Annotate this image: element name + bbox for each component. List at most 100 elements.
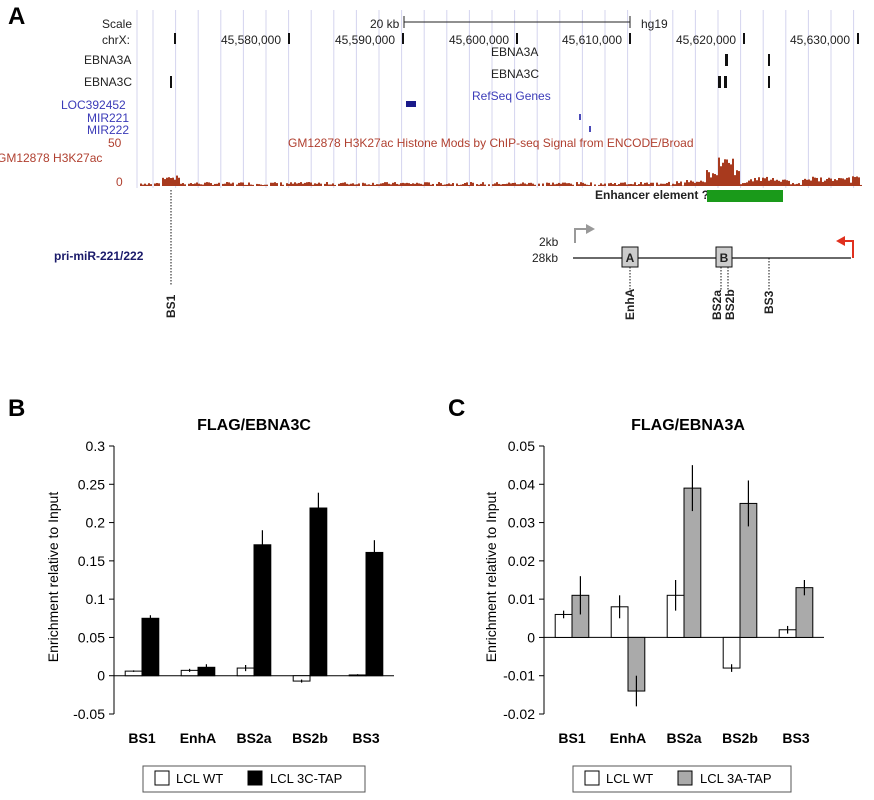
- signal-bar: [316, 183, 318, 186]
- signal-bar: [398, 184, 400, 186]
- signal-bar: [258, 184, 260, 186]
- signal-bar: [386, 182, 388, 186]
- signal-bar: [412, 183, 414, 186]
- signal-bar: [390, 184, 392, 186]
- chrom-position-tick: [288, 33, 290, 44]
- signal-bar: [850, 182, 852, 186]
- chrom-position-label: 45,610,000: [562, 33, 622, 47]
- signal-bar: [180, 183, 182, 186]
- signal-bar: [738, 171, 740, 186]
- signal-bar: [206, 182, 208, 186]
- signal-bar: [480, 183, 482, 186]
- signal-bar: [422, 184, 424, 186]
- signal-bar: [782, 179, 784, 186]
- signal-bar: [212, 184, 214, 186]
- chart-c-category-label: BS3: [782, 730, 809, 746]
- legend-b-tap-swatch: [247, 770, 263, 786]
- signal-bar: [406, 182, 408, 186]
- signal-bar: [356, 184, 358, 186]
- mir221-feature: [579, 114, 581, 120]
- signal-bar: [140, 183, 142, 186]
- signal-bar: [456, 183, 458, 186]
- signal-bar: [700, 180, 702, 186]
- signal-bar: [542, 183, 544, 186]
- signal-bar: [638, 184, 640, 186]
- signal-bar: [746, 182, 748, 186]
- enhancer-label: Enhancer element ?: [595, 188, 709, 202]
- signal-bar: [804, 178, 806, 186]
- chrom-label: chrX:: [102, 33, 130, 47]
- panel-a: A Scale 20 kb hg19 chrX: 45,580,000 45,59…: [0, 3, 862, 320]
- signal-bar: [806, 179, 808, 186]
- signal-bar: [374, 184, 376, 186]
- signal-bar: [686, 180, 688, 186]
- signal-bar: [802, 179, 804, 186]
- signal-bar: [626, 184, 628, 186]
- signal-bar: [718, 157, 720, 186]
- legend-b-tap-label: LCL 3C-TAP: [270, 771, 342, 786]
- loc392452-feature: [406, 101, 416, 107]
- signal-bar: [334, 184, 336, 186]
- signal-bar: [274, 182, 276, 186]
- signal-bar: [830, 178, 832, 186]
- signal-bar: [366, 184, 368, 186]
- signal-bar: [142, 184, 144, 186]
- signal-bar: [380, 183, 382, 186]
- legend-b-wt-label: LCL WT: [176, 771, 223, 786]
- signal-bar: [844, 179, 846, 186]
- signal-bar: [648, 184, 650, 186]
- signal-bar: [324, 183, 326, 186]
- signal-bar: [856, 176, 858, 186]
- signal-bar: [260, 184, 262, 186]
- signal-bar: [470, 182, 472, 186]
- legend-b-wt-swatch: [154, 770, 170, 786]
- chart-b-bar-tap: [253, 544, 272, 677]
- signal-bar: [276, 183, 278, 186]
- chart-c-category-label: BS2b: [722, 730, 758, 746]
- signal-bar: [836, 180, 838, 186]
- signal-bar: [314, 183, 316, 186]
- signal-bar: [494, 183, 496, 186]
- signal-bar: [800, 184, 802, 186]
- signal-bar: [236, 184, 238, 186]
- signal-bar: [580, 182, 582, 186]
- signal-bar: [698, 181, 700, 186]
- region-box-b-label: B: [720, 251, 729, 265]
- signal-bar: [644, 182, 646, 186]
- signal-bar: [664, 183, 666, 186]
- signal-bar: [604, 183, 606, 186]
- signal-bar: [292, 183, 294, 186]
- signal-bar: [318, 182, 320, 186]
- chart-c-y-tick-label: -0.01: [503, 668, 535, 684]
- assembly-label: hg19: [641, 17, 668, 31]
- chart-b-y-tick-label: 0.25: [78, 476, 105, 492]
- signal-bar: [792, 182, 794, 186]
- signal-bar: [780, 181, 782, 186]
- signal-bar: [308, 182, 310, 186]
- signal-bar: [524, 183, 526, 186]
- ebna3c-gene-marks: [170, 76, 770, 88]
- signal-bar: [350, 183, 352, 186]
- panel-c: C FLAG/EBNA3A Enrichment relative to Inp…: [448, 395, 824, 793]
- signal-bar: [446, 184, 448, 186]
- signal-max-label: 50: [108, 136, 122, 150]
- signal-bar: [668, 181, 670, 186]
- signal-bar: [646, 182, 648, 186]
- signal-bar: [496, 182, 498, 186]
- signal-bar: [720, 166, 722, 186]
- signal-bar: [230, 183, 232, 186]
- signal-bar: [546, 182, 548, 186]
- signal-bar: [196, 182, 198, 186]
- signal-bar: [600, 183, 602, 186]
- signal-bar: [476, 184, 478, 186]
- signal-bar: [814, 177, 816, 186]
- signal-bar: [502, 184, 504, 186]
- signal-bar: [282, 184, 284, 186]
- signal-bar: [558, 182, 560, 186]
- scale-value: 20 kb: [370, 17, 400, 31]
- chart-c-bar-wt: [722, 636, 741, 669]
- signal-bar: [520, 183, 522, 186]
- signal-bar: [204, 182, 206, 186]
- signal-bar: [362, 182, 364, 186]
- chart-b-y-tick-label: 0.2: [86, 515, 106, 531]
